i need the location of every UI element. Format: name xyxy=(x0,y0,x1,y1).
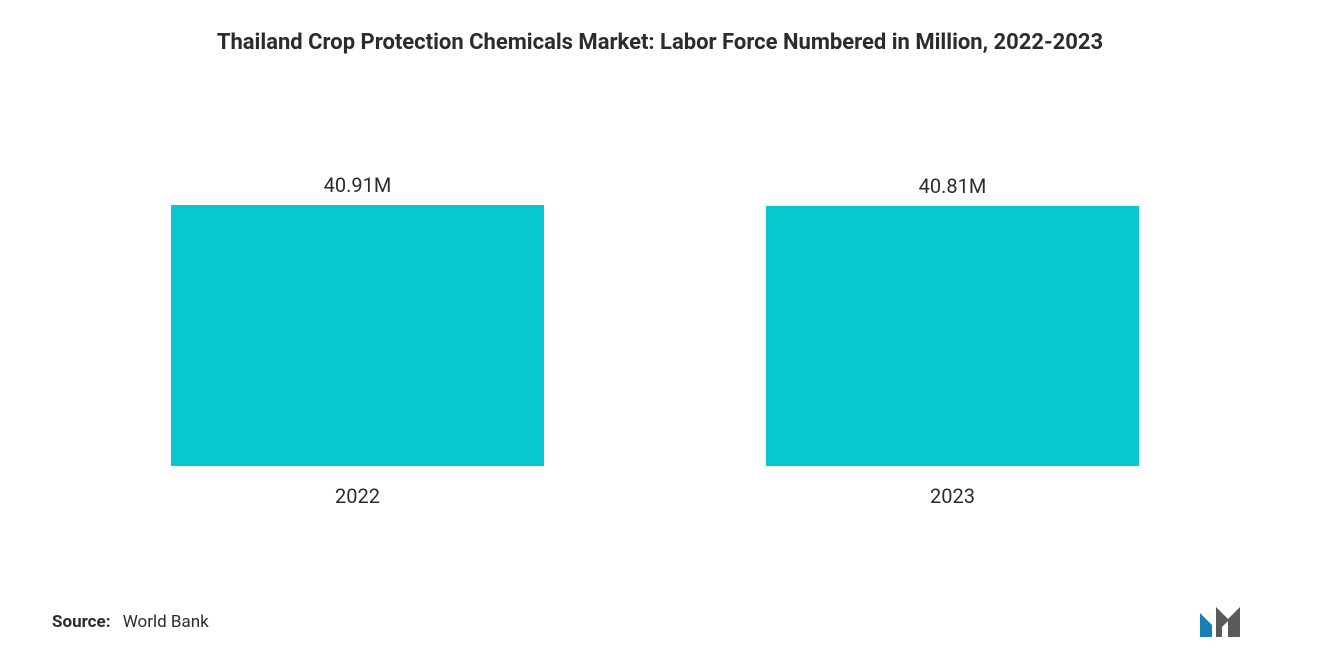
bar-category-1: 2023 xyxy=(930,484,975,508)
bar-value-1: 40.81M xyxy=(919,174,987,198)
chart-plot-area: 40.91M 2022 40.81M 2023 xyxy=(60,168,1250,508)
brand-logo-icon xyxy=(1200,607,1270,637)
source-block: Source: World Bank xyxy=(52,612,209,632)
chart-footer: Source: World Bank xyxy=(52,607,1270,637)
source-text: World Bank xyxy=(123,612,209,632)
bar-1 xyxy=(766,206,1138,466)
bar-value-0: 40.91M xyxy=(324,173,392,197)
bar-group-0: 40.91M 2022 xyxy=(84,173,631,508)
chart-title: Thailand Crop Protection Chemicals Marke… xyxy=(0,30,1320,55)
bar-0 xyxy=(171,205,543,466)
chart-container: Thailand Crop Protection Chemicals Marke… xyxy=(0,0,1320,665)
bar-category-0: 2022 xyxy=(335,484,380,508)
bar-group-1: 40.81M 2023 xyxy=(679,174,1226,508)
source-label: Source: xyxy=(52,612,110,632)
